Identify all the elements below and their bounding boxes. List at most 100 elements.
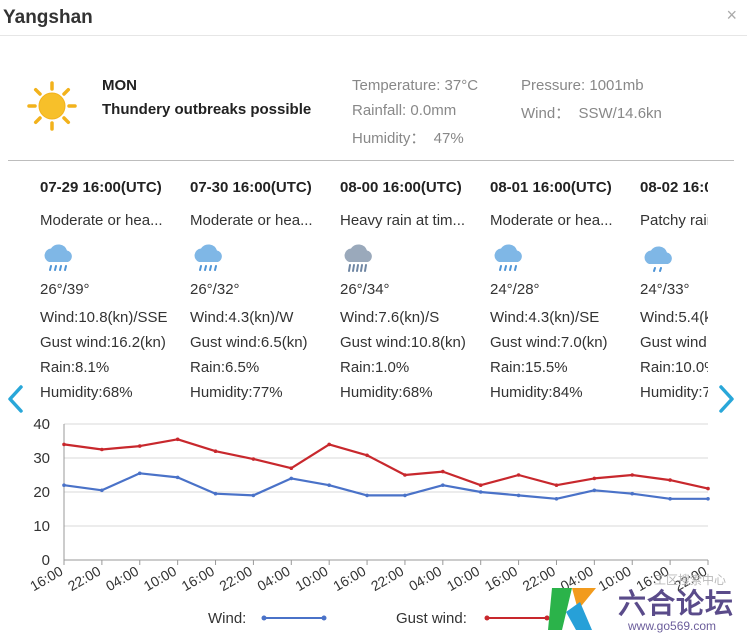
forecast-date: 08-00 16:00(UTC) xyxy=(340,179,462,196)
gust-point xyxy=(289,466,294,470)
wind-point xyxy=(441,483,445,487)
gust-point xyxy=(365,453,369,458)
forecast-description: Moderate or hea... xyxy=(40,212,163,229)
current-humidity: Humidity： 47% xyxy=(352,130,464,147)
forecast-description: Heavy rain at tim... xyxy=(340,212,466,229)
forecast-rain: Rain:8.1% xyxy=(40,359,110,376)
forecast-temp: 24°/28° xyxy=(490,281,540,298)
gust-point xyxy=(668,478,672,482)
forecast-wind: Wind:5.4(kn)/S xyxy=(640,309,708,326)
close-icon[interactable]: × xyxy=(726,5,737,25)
gust-point xyxy=(137,444,142,448)
legend-wind-label: Wind: xyxy=(208,610,246,627)
gust-point xyxy=(478,483,483,487)
legend-gust-label: Gust wind: xyxy=(396,610,467,627)
wind-series-line xyxy=(63,472,708,500)
x-tick-label: 04:00 xyxy=(406,563,445,594)
gust-point xyxy=(516,473,521,477)
gust-point xyxy=(592,476,597,481)
heavy-rain-cloud-icon xyxy=(344,244,372,272)
wind-point xyxy=(327,483,331,487)
forecast-temp: 24°/33° xyxy=(640,281,690,298)
x-tick-label: 04:00 xyxy=(254,563,293,594)
wind-point xyxy=(100,488,104,493)
forecast-temp: 26°/32° xyxy=(190,281,240,298)
watermark-logo-text: 六合论坛 xyxy=(618,588,735,619)
wind-point xyxy=(213,491,218,496)
y-tick-label: 20 xyxy=(33,484,50,501)
chevron-left-icon[interactable] xyxy=(5,383,27,415)
x-tick-label: 16:00 xyxy=(482,563,521,594)
x-tick-label: 22:00 xyxy=(368,563,407,594)
forecast-gust: Gust wind:16.2(kn) xyxy=(40,334,166,351)
legend-gust-swatch-dot xyxy=(544,615,550,621)
forecast-humidity: Humidity:68% xyxy=(40,384,133,401)
wind-point xyxy=(706,497,710,501)
forecast-description: Moderate or hea... xyxy=(190,212,313,229)
x-tick-label: 10:00 xyxy=(444,563,483,594)
forecast-gust: Gust wind:6.5(kn) xyxy=(190,334,308,351)
y-tick-label: 0 xyxy=(42,552,50,569)
sun-icon xyxy=(27,81,77,131)
forecast-wind: Wind:4.3(kn)/SE xyxy=(490,309,600,326)
window-title: Yangshan xyxy=(3,7,93,28)
forecast-rain: Rain:15.5% xyxy=(490,359,568,376)
wind-point xyxy=(516,493,521,498)
forecast-humidity: Humidity:84% xyxy=(490,384,583,401)
wind-point xyxy=(62,483,66,487)
watermark-logo xyxy=(548,588,596,630)
gust-point xyxy=(251,457,256,461)
forecast-temp: 26°/39° xyxy=(40,281,90,298)
forecast-wind: Wind:10.8(kn)/SSE xyxy=(40,309,168,326)
window-titlebar: Yangshan × xyxy=(0,0,747,36)
x-tick-label: 10:00 xyxy=(292,563,331,594)
wind-point xyxy=(137,471,142,476)
legend-gust-swatch-dot xyxy=(484,615,490,621)
forecast-wind: Wind:7.6(kn)/S xyxy=(340,309,440,326)
rain-cloud-icon xyxy=(194,244,222,271)
gust-point xyxy=(62,442,66,447)
forecast-humidity: Humidity:77% xyxy=(190,384,283,401)
wind-point xyxy=(175,475,180,480)
watermark-caption: 工区搜索中心 xyxy=(654,573,727,587)
current-pressure: Pressure: 1001mb xyxy=(521,77,644,94)
gust-point xyxy=(327,442,331,447)
current-day: MON xyxy=(102,77,137,94)
gust-series-line xyxy=(63,438,709,490)
current-wind: Wind： SSW/14.6kn xyxy=(521,105,662,122)
wind-point xyxy=(289,476,294,481)
y-tick-label: 40 xyxy=(33,416,50,433)
x-tick-label: 22:00 xyxy=(65,563,104,594)
light-rain-cloud-icon xyxy=(644,246,672,272)
wind-point xyxy=(554,497,559,501)
forecast-date: 07-29 16:00(UTC) xyxy=(40,179,162,196)
rain-cloud-icon xyxy=(494,244,522,271)
forecast-rain: Rain:10.0% xyxy=(640,359,708,376)
forecast-description: Patchy rain possible xyxy=(640,212,708,229)
forecast-strip: 07-29 16:00(UTC) Moderate or hea... 26°/… xyxy=(30,170,708,410)
wind-point xyxy=(592,488,597,493)
gust-point xyxy=(706,486,710,491)
wind-point xyxy=(668,497,672,501)
x-tick-label: 10:00 xyxy=(141,563,180,594)
forecast-date: 08-02 16:00(UTC) xyxy=(640,179,708,196)
wind-point xyxy=(630,491,635,496)
wind-point xyxy=(251,493,256,498)
forecast-humidity: Humidity:75% xyxy=(640,384,708,401)
wind-point xyxy=(403,493,407,498)
x-tick-label: 04:00 xyxy=(103,563,142,594)
forecast-rain: Rain:1.0% xyxy=(340,359,410,376)
chevron-right-icon[interactable] xyxy=(715,383,737,415)
gust-point xyxy=(175,437,180,442)
forecast-temp: 26°/34° xyxy=(340,281,390,298)
gust-point xyxy=(213,449,218,453)
forecast-rain: Rain:6.5% xyxy=(190,359,260,376)
y-tick-label: 30 xyxy=(33,450,50,467)
legend-wind-swatch-dot xyxy=(261,615,267,621)
current-condition: Thundery outbreaks possible xyxy=(102,101,312,118)
x-tick-label: 16:00 xyxy=(179,563,218,594)
x-tick-label: 22:00 xyxy=(217,563,256,594)
forecast-humidity: Humidity:68% xyxy=(340,384,433,401)
gust-point xyxy=(403,473,407,477)
